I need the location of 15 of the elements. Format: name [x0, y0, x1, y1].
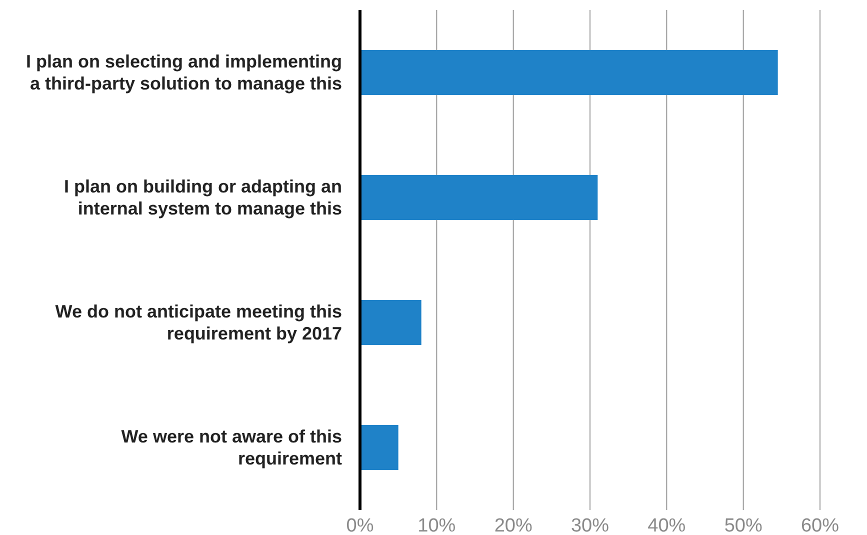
x-tick-label: 60% — [800, 515, 840, 535]
x-tick-label: 40% — [648, 515, 686, 535]
x-tick-label: 50% — [724, 515, 762, 535]
y-tick-label: I plan on selecting and implementing a third-party solution to manage this — [26, 52, 342, 94]
y-tick-label: We were not aware of this requirement — [121, 426, 342, 468]
y-tick-label: I plan on building or adapting an internal system to manage this — [64, 176, 342, 218]
x-tick-label: 20% — [494, 515, 532, 535]
bar — [360, 425, 398, 470]
bar — [360, 175, 598, 220]
x-tick-label: 0% — [346, 515, 374, 535]
x-tick-label: 30% — [570, 515, 610, 535]
bar — [360, 300, 422, 345]
x-tick-label: 10% — [418, 515, 456, 535]
bar — [360, 50, 778, 95]
y-tick-label: We do not anticipate meeting this requirement by 2017 — [55, 302, 342, 344]
